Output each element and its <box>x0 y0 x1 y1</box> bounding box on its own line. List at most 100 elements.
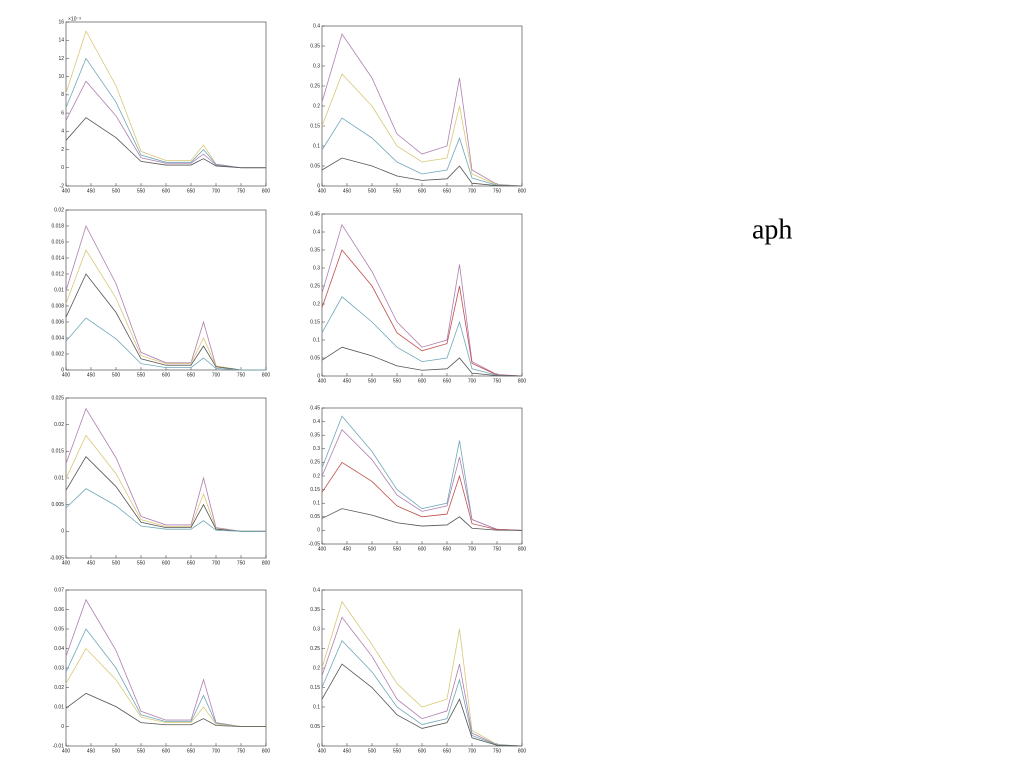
y-tick-label: 12 <box>58 56 64 62</box>
y-tick-label: 4 <box>61 129 64 135</box>
spectrum-line <box>321 508 523 531</box>
y-tick-label: 0.06 <box>54 607 64 613</box>
y-tick-label: 0.3 <box>313 63 320 69</box>
y-tick-label: 0 <box>61 367 64 373</box>
spectrum-line <box>321 33 523 187</box>
x-tick-label: 800 <box>262 748 271 754</box>
x-tick-label: 650 <box>443 748 452 754</box>
y-tick-label: 0.03 <box>54 665 64 671</box>
x-tick-label: 600 <box>162 748 171 754</box>
x-tick-label: 550 <box>137 372 146 378</box>
y-tick-label: 0.05 <box>310 724 320 730</box>
spectrum-line <box>65 647 266 727</box>
x-tick-label: 500 <box>112 188 121 194</box>
x-tick-label: 700 <box>212 560 221 566</box>
y-tick-label: 10 <box>58 74 64 80</box>
x-tick-label: 800 <box>518 546 527 552</box>
y-tick-label: 0 <box>317 528 320 534</box>
x-tick-label: 800 <box>518 188 527 194</box>
x-tick-label: 600 <box>162 560 171 566</box>
y-tick-label: 0 <box>317 373 320 379</box>
y-tick-label: 0.1 <box>313 143 320 149</box>
y-tick-label: 0.25 <box>310 83 320 89</box>
x-tick-label: 500 <box>112 372 121 378</box>
y-tick-label: 0.1 <box>313 704 320 710</box>
x-tick-label: 600 <box>418 188 427 194</box>
spectrum-line <box>321 157 523 187</box>
y-tick-label: 0.45 <box>310 405 320 411</box>
y-tick-label: 0.02 <box>54 422 64 428</box>
spectrum-line <box>65 80 266 169</box>
x-tick-label: 750 <box>493 378 502 384</box>
x-tick-label: 650 <box>443 378 452 384</box>
x-tick-label: 800 <box>262 560 271 566</box>
y-tick-label: 0.35 <box>310 43 320 49</box>
x-tick-label: 450 <box>343 546 352 552</box>
y-tick-label: 0.01 <box>54 704 64 710</box>
x-tick-label: 550 <box>137 748 146 754</box>
y-tick-label: 2 <box>61 147 64 153</box>
x-tick-label: 400 <box>62 372 71 378</box>
y-tick-label: 0.25 <box>310 283 320 289</box>
y-tick-label: 0 <box>61 529 64 535</box>
y-tick-label: 0.2 <box>313 301 320 307</box>
y-tick-label: 0.04 <box>54 646 64 652</box>
y-tick-label: 0.4 <box>313 229 320 235</box>
y-tick-label: 0.05 <box>310 163 320 169</box>
x-tick-label: 650 <box>443 546 452 552</box>
x-tick-label: 650 <box>187 748 196 754</box>
y-tick-label: 0.002 <box>51 351 64 357</box>
y-tick-label: 0 <box>61 165 64 171</box>
y-tick-label: 14 <box>58 38 64 44</box>
y-tick-label: 0.2 <box>313 473 320 479</box>
y-tick-label: 0.025 <box>51 395 64 401</box>
y-tick-label: 0.3 <box>313 265 320 271</box>
spectrum-line <box>65 317 266 371</box>
x-tick-label: 700 <box>212 748 221 754</box>
spectrum-line <box>321 639 523 747</box>
x-tick-label: 600 <box>418 748 427 754</box>
y-tick-label: 0.35 <box>310 433 320 439</box>
x-tick-label: 500 <box>368 546 377 552</box>
x-tick-label: 500 <box>368 378 377 384</box>
y-tick-label: 0.016 <box>51 239 64 245</box>
y-tick-label: -0.005 <box>50 555 64 561</box>
spectrum-line <box>65 57 266 169</box>
y-tick-label: 0.05 <box>310 514 320 520</box>
x-tick-label: 700 <box>212 372 221 378</box>
y-tick-label: 0.15 <box>310 685 320 691</box>
x-tick-label: 750 <box>493 546 502 552</box>
x-tick-label: 400 <box>62 560 71 566</box>
y-tick-label: 0.4 <box>313 23 320 29</box>
y-tick-label: 0.25 <box>310 646 320 652</box>
spectrum-line <box>321 600 523 747</box>
y-tick-label: 0.3 <box>313 446 320 452</box>
y-tick-label: 0.1 <box>313 337 320 343</box>
y-tick-label: 0.2 <box>313 103 320 109</box>
x-tick-label: 450 <box>343 188 352 194</box>
y-tick-label: 0.014 <box>51 255 64 261</box>
y-multiplier: ×10⁻³ <box>68 16 81 22</box>
spectrum-line <box>321 117 523 187</box>
y-tick-label: 0.45 <box>310 211 320 217</box>
x-tick-label: 400 <box>318 378 327 384</box>
y-tick-label: 0.3 <box>313 626 320 632</box>
x-tick-label: 700 <box>468 546 477 552</box>
x-tick-label: 500 <box>368 188 377 194</box>
y-tick-label: 0.018 <box>51 223 64 229</box>
y-tick-label: 0.4 <box>313 587 320 593</box>
y-tick-label: 16 <box>58 19 64 25</box>
y-tick-label: 0.02 <box>54 207 64 213</box>
y-tick-label: 0.015 <box>51 449 64 455</box>
y-tick-label: 0 <box>317 743 320 749</box>
x-tick-label: 400 <box>318 546 327 552</box>
y-tick-label: 0.005 <box>51 502 64 508</box>
y-tick-label: 0.15 <box>310 319 320 325</box>
x-tick-label: 450 <box>343 378 352 384</box>
x-tick-label: 800 <box>518 378 527 384</box>
spectrum-line <box>321 73 523 187</box>
spectrum-line <box>321 223 523 377</box>
y-tick-label: 0.15 <box>310 487 320 493</box>
